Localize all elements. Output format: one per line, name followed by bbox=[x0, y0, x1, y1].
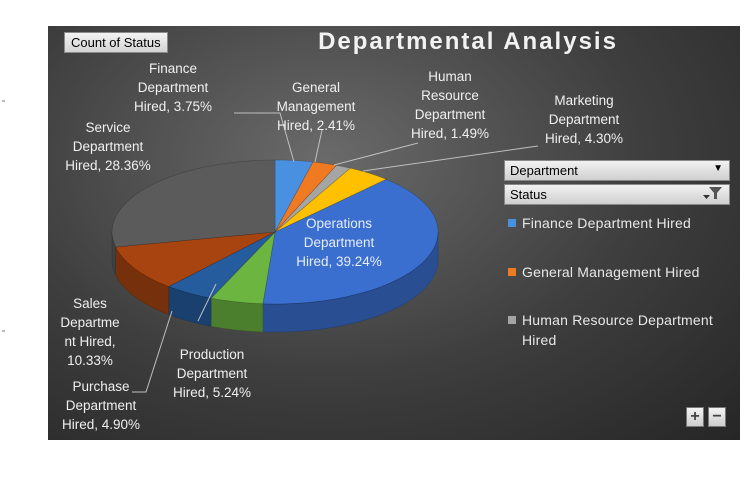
data-label-finance: Finance Department Hired, 3.75% bbox=[133, 61, 213, 114]
legend-swatch bbox=[508, 316, 516, 324]
data-label-general-management: General Management Hired, 2.41% bbox=[276, 80, 356, 133]
leader-line bbox=[234, 112, 295, 163]
pie-slice-marketing-department-hired[interactable] bbox=[274, 167, 387, 233]
value-field-button[interactable]: Count of Status bbox=[64, 32, 168, 53]
status-filter-button[interactable]: Status bbox=[504, 184, 730, 205]
pie-slice-finance-department-hired[interactable] bbox=[274, 159, 314, 233]
data-label-service: Service Department Hired, 28.36% bbox=[65, 120, 151, 173]
legend-item-finance[interactable]: Finance Department Hired bbox=[508, 213, 736, 233]
edge-tick bbox=[2, 330, 5, 332]
pie-slice-purchase-department-hired[interactable] bbox=[167, 231, 276, 299]
leader-line bbox=[362, 145, 539, 172]
data-label-purchase: Purchase Department Hired, 4.90% bbox=[61, 379, 141, 432]
pie-chart[interactable] bbox=[48, 26, 740, 440]
dropdown-arrow-icon: ▼ bbox=[713, 163, 723, 174]
data-label-production: Production Department Hired, 5.24% bbox=[172, 347, 252, 400]
zoom-in-button[interactable]: + bbox=[686, 407, 704, 427]
data-label-human-resource: Human Resource Department Hired, 1.49% bbox=[410, 69, 490, 141]
legend-item-general-management[interactable]: General Management Hired bbox=[508, 262, 736, 282]
chart-title: Departmental Analysis bbox=[318, 28, 618, 55]
pivot-chart[interactable]: Count of Status Departmental Analysis Fi… bbox=[48, 26, 740, 440]
data-label-sales: Sales Departme nt Hired, 10.33% bbox=[60, 296, 120, 368]
data-label-marketing: Marketing Department Hired, 4.30% bbox=[544, 93, 624, 146]
leader-line bbox=[197, 283, 217, 322]
legend-item-human-resource[interactable]: Human Resource Department Hired bbox=[508, 310, 736, 350]
edge-tick bbox=[2, 100, 5, 102]
pie-slice-human-resource-department-hired[interactable] bbox=[274, 164, 352, 233]
pie-slice-general-management-hired[interactable] bbox=[274, 161, 338, 233]
department-filter-button[interactable]: Department ▼ bbox=[504, 160, 730, 181]
legend-swatch bbox=[508, 219, 516, 227]
data-label-operations: Operations Department Hired, 39.24% bbox=[296, 216, 382, 269]
pie-slice-sales-department-hired[interactable] bbox=[115, 231, 276, 287]
pie-slice-production-department-hired[interactable] bbox=[210, 231, 276, 305]
leader-line bbox=[333, 142, 419, 166]
leader-line bbox=[314, 129, 323, 163]
leader-line bbox=[132, 310, 173, 393]
pie-slice-operations-department-hired[interactable] bbox=[262, 179, 439, 305]
legend-swatch bbox=[508, 268, 516, 276]
zoom-out-button[interactable]: − bbox=[708, 407, 726, 427]
filter-icon bbox=[703, 186, 723, 204]
pie-slice-service-department-hired[interactable] bbox=[111, 159, 276, 248]
